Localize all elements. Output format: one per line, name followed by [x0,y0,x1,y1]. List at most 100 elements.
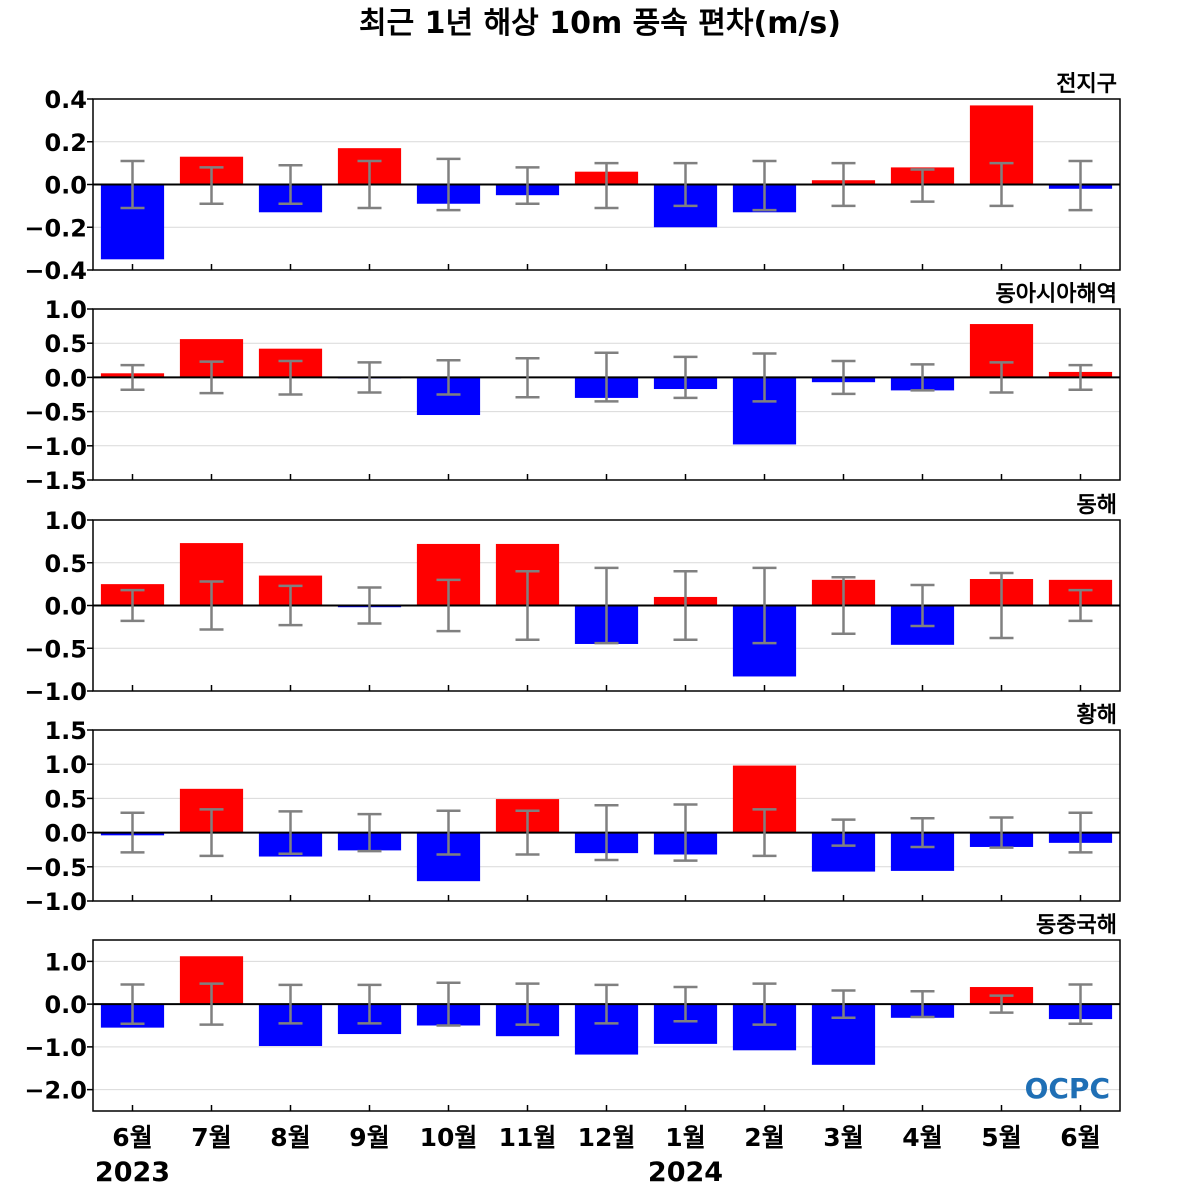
error-bar [989,361,1014,394]
error-bar [752,352,777,403]
error-bar [199,982,224,1026]
y-tick-label: −1.0 [24,678,87,706]
panel-region-label: 동중국해 [1036,913,1117,938]
x-tick-label: 6월 [112,1123,152,1152]
panel-4: 동중국해 −2.0 −1.0 0.0 1.0 [24,913,1121,1112]
panel-frame [92,98,1121,271]
panel-2: 동해 −1.0 −0.5 0.0 0.5 1.0 [24,493,1121,706]
y-tick-label: 1.5 [44,717,87,745]
error-bar [515,809,540,856]
error-bar [436,809,461,856]
error-bar [831,161,856,208]
ocpc-logo-text: OCPC [1025,1072,1110,1105]
y-tick-label: 0.5 [44,785,87,813]
y-tick-label: −0.4 [24,257,87,285]
x-tick-label: 11월 [499,1123,557,1152]
y-tick-label: −1.0 [24,888,87,916]
error-bar [120,588,145,623]
y-tick-label: 0.0 [44,172,87,200]
error-bar [1068,363,1093,391]
error-bar [989,571,1014,640]
panel-frame [92,519,1121,692]
error-bar [594,803,619,862]
error-bar [594,161,619,210]
error-bar [515,570,540,641]
error-bar [910,816,935,849]
error-bar [120,363,145,391]
y-tick-label: 0.4 [44,86,87,114]
error-bar [910,990,935,1019]
error-bar [120,811,145,854]
error-bar [515,166,540,205]
error-bar [752,808,777,858]
x-tick-label: 9월 [349,1123,389,1152]
error-bar [1068,588,1093,623]
error-bar [673,161,698,208]
error-bar [594,351,619,403]
y-tick-label: 0.0 [44,364,87,392]
y-tick-label: 1.0 [44,751,87,779]
error-bar [989,816,1014,849]
error-bar [357,983,382,1025]
error-bar [357,586,382,625]
error-bar [199,808,224,858]
error-bar [436,359,461,396]
error-bar [436,157,461,212]
x-tick-label: 10월 [420,1123,478,1152]
error-bar [515,356,540,399]
error-bar [120,983,145,1026]
panel-0: 전지구 −0.4 −0.2 0.0 0.2 0.4 [24,72,1121,285]
error-bar [752,566,777,645]
y-tick-label: 0.0 [44,593,87,621]
y-tick-label: −1.0 [24,1034,87,1062]
panel-frame [92,939,1121,1112]
y-tick-label: 1.0 [44,948,87,976]
error-bar [752,159,777,212]
panel-region-label: 동해 [1077,493,1117,518]
y-tick-label: 1.0 [44,296,87,324]
panel-region-label: 황해 [1077,703,1117,728]
error-bar [989,994,1014,1014]
panel-frame [92,729,1121,902]
error-bar [278,584,303,627]
error-bar [199,166,224,205]
y-tick-label: −1.0 [24,433,87,461]
error-bar [1068,811,1093,854]
x-tick-label: 12월 [578,1123,636,1152]
error-bar [357,159,382,210]
y-tick-label: −0.5 [24,399,87,427]
x-tick-label: 1월 [665,1123,705,1152]
error-bar [1068,983,1093,1026]
panel-frame [92,308,1121,481]
y-tick-label: 0.0 [44,820,87,848]
ocpc-logo: OCPC [1025,1072,1110,1105]
y-tick-label: 0.0 [44,991,87,1019]
error-bar [831,989,856,1020]
x-tick-label: 4월 [902,1123,942,1152]
error-bar [278,359,303,396]
panels-group: 전지구 −0.4 −0.2 0.0 0.2 0.4 동아시아해역 −1.5 −1.0 −0.5 0.… [24,72,1121,1112]
error-bar [357,361,382,394]
x-axis-labels: 6월 7월 8월 9월 10월 11월 12월 1월 2월 3월 4월 5월 6월 2023 2024 [95,1123,1101,1188]
error-bar [752,982,777,1026]
y-tick-label: −0.5 [24,854,87,882]
error-bar [357,812,382,853]
panel-region-label: 동아시아해역 [996,282,1117,307]
error-bar [910,168,935,203]
error-bar [910,583,935,628]
error-bar [515,982,540,1026]
x-tick-label: 7월 [191,1123,231,1152]
error-bar [594,566,619,645]
y-tick-label: 0.5 [44,550,87,578]
x-tick-label: 3월 [823,1123,863,1152]
error-bar [436,981,461,1027]
x-tick-label: 6월 [1060,1123,1100,1152]
year-label: 2024 [648,1157,723,1188]
error-bar [910,363,935,392]
error-bar [199,580,224,631]
y-tick-label: −0.5 [24,635,87,663]
figure-title: 최근 1년 해상 10m 풍속 편차(m/s) [359,6,841,41]
error-bar [673,355,698,400]
panel-region-label: 전지구 [1056,72,1117,97]
